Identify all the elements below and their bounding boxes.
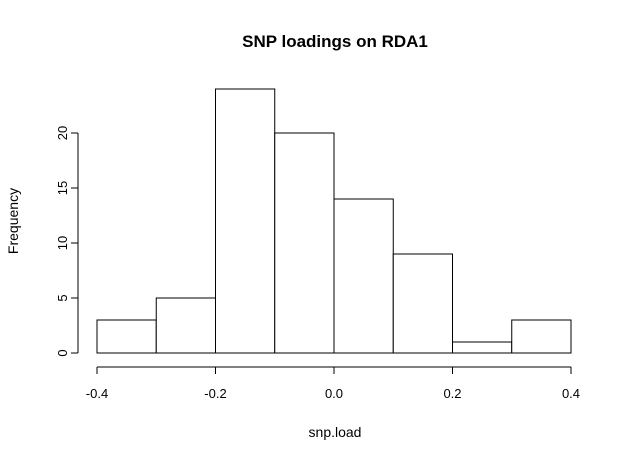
histogram-bar-3 [274,132,335,354]
x-tick-label: -0.2 [204,386,226,401]
histogram-bar-1 [155,297,216,354]
histogram-bar-4 [333,198,394,354]
y-tick-label: 20 [55,126,70,140]
histogram-bars [96,88,572,354]
y-axis: 0 5 10 15 20 [55,126,79,357]
x-axis: -0.4 -0.2 0.0 0.2 0.4 [86,366,580,401]
x-tick-label: 0.2 [443,386,461,401]
x-axis-label: snp.load [309,424,362,440]
x-tick-label: -0.4 [86,386,108,401]
x-tick-label: 0.0 [325,386,343,401]
y-tick-label: 15 [55,181,70,195]
histogram-bar-5 [392,253,453,354]
histogram-bar-6 [452,341,513,354]
y-axis-label: Frequency [5,188,21,254]
y-tick-label: 10 [55,236,70,250]
y-tick-label: 5 [55,294,70,301]
histogram-bar-7 [511,319,572,354]
y-tick-label: 0 [55,349,70,356]
x-tick-label: 0.4 [562,386,580,401]
chart-title: SNP loadings on RDA1 [242,32,428,51]
histogram-bar-0 [96,319,157,354]
histogram-bar-2 [215,88,276,354]
